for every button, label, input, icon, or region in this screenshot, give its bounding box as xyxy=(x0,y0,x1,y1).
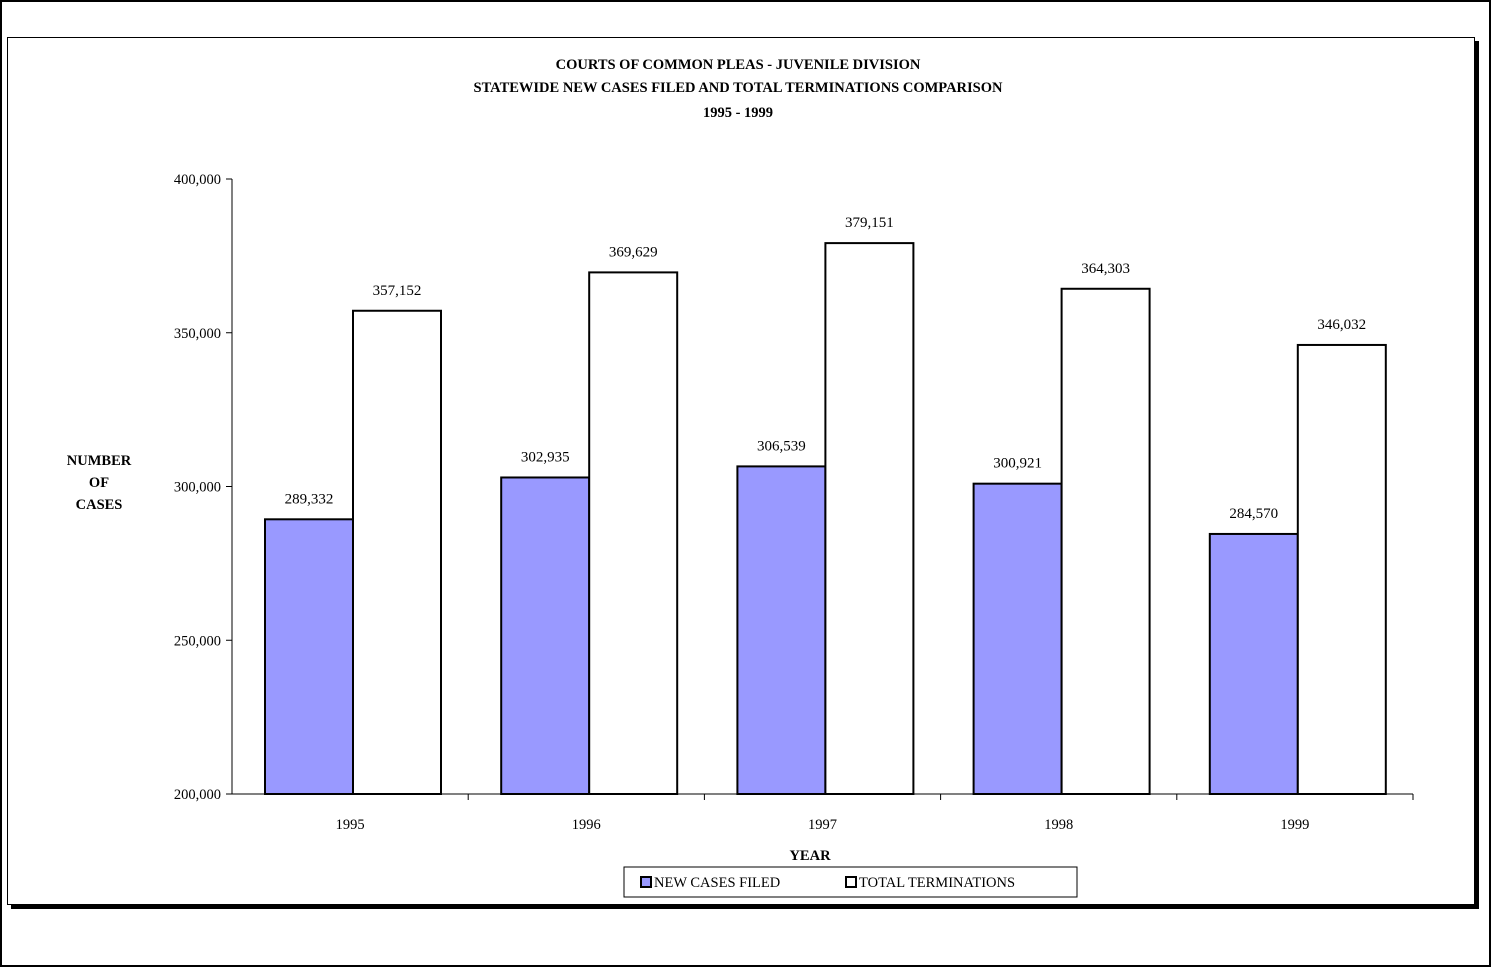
x-axis-title: YEAR xyxy=(789,848,831,864)
chart-panel: COURTS OF COMMON PLEAS - JUVENILE DIVISI… xyxy=(7,37,1475,905)
bar-new-cases-filed xyxy=(1208,532,1299,795)
bar-total-terminations xyxy=(824,242,915,796)
bar-chart: COURTS OF COMMON PLEAS - JUVENILE DIVISI… xyxy=(67,57,1414,898)
legend-label: NEW CASES FILED xyxy=(654,875,780,891)
data-label: 364,303 xyxy=(1081,261,1130,277)
legend-swatch xyxy=(640,876,652,888)
bar-new-cases-filed xyxy=(972,482,1063,795)
bar-total-terminations xyxy=(352,309,442,795)
x-tick-label: 1995 xyxy=(336,817,365,833)
data-label: 369,629 xyxy=(609,244,658,260)
bar-total-terminations xyxy=(1296,343,1387,795)
chart-title-line: STATEWIDE NEW CASES FILED AND TOTAL TERM… xyxy=(474,80,1003,96)
data-label: 379,151 xyxy=(845,215,894,231)
data-label: 289,332 xyxy=(285,491,334,507)
chart-title-line: 1995 - 1999 xyxy=(703,105,773,121)
y-axis-title-line: CASES xyxy=(76,497,123,513)
x-tick-label: 1997 xyxy=(808,817,837,833)
data-label: 284,570 xyxy=(1229,506,1278,522)
data-label: 357,152 xyxy=(373,283,422,299)
bar-new-cases-filed xyxy=(736,465,827,795)
bar-total-terminations xyxy=(1060,287,1151,795)
data-label: 300,921 xyxy=(993,456,1042,472)
x-tick-label: 1999 xyxy=(1280,817,1309,833)
chart-title-line: COURTS OF COMMON PLEAS - JUVENILE DIVISI… xyxy=(556,57,921,73)
y-axis-title-line: OF xyxy=(89,475,109,491)
y-tick-label: 300,000 xyxy=(174,480,221,496)
y-tick-label: 250,000 xyxy=(174,633,221,649)
bar-total-terminations xyxy=(588,271,679,796)
data-label: 302,935 xyxy=(521,449,570,465)
x-tick-label: 1998 xyxy=(1044,817,1073,833)
y-tick-label: 200,000 xyxy=(174,787,221,803)
data-label: 306,539 xyxy=(757,438,806,454)
y-tick-label: 350,000 xyxy=(174,326,221,342)
legend: NEW CASES FILED TOTAL TERMINATIONS xyxy=(623,866,1078,898)
bar-new-cases-filed xyxy=(500,476,591,795)
bar-new-cases-filed xyxy=(264,518,354,795)
x-tick-label: 1996 xyxy=(572,817,601,833)
y-tick-label: 400,000 xyxy=(174,172,221,188)
legend-swatch xyxy=(845,876,857,888)
legend-label: TOTAL TERMINATIONS xyxy=(859,875,1015,891)
y-axis-title-line: NUMBER xyxy=(67,453,132,469)
data-label: 346,032 xyxy=(1317,317,1366,333)
